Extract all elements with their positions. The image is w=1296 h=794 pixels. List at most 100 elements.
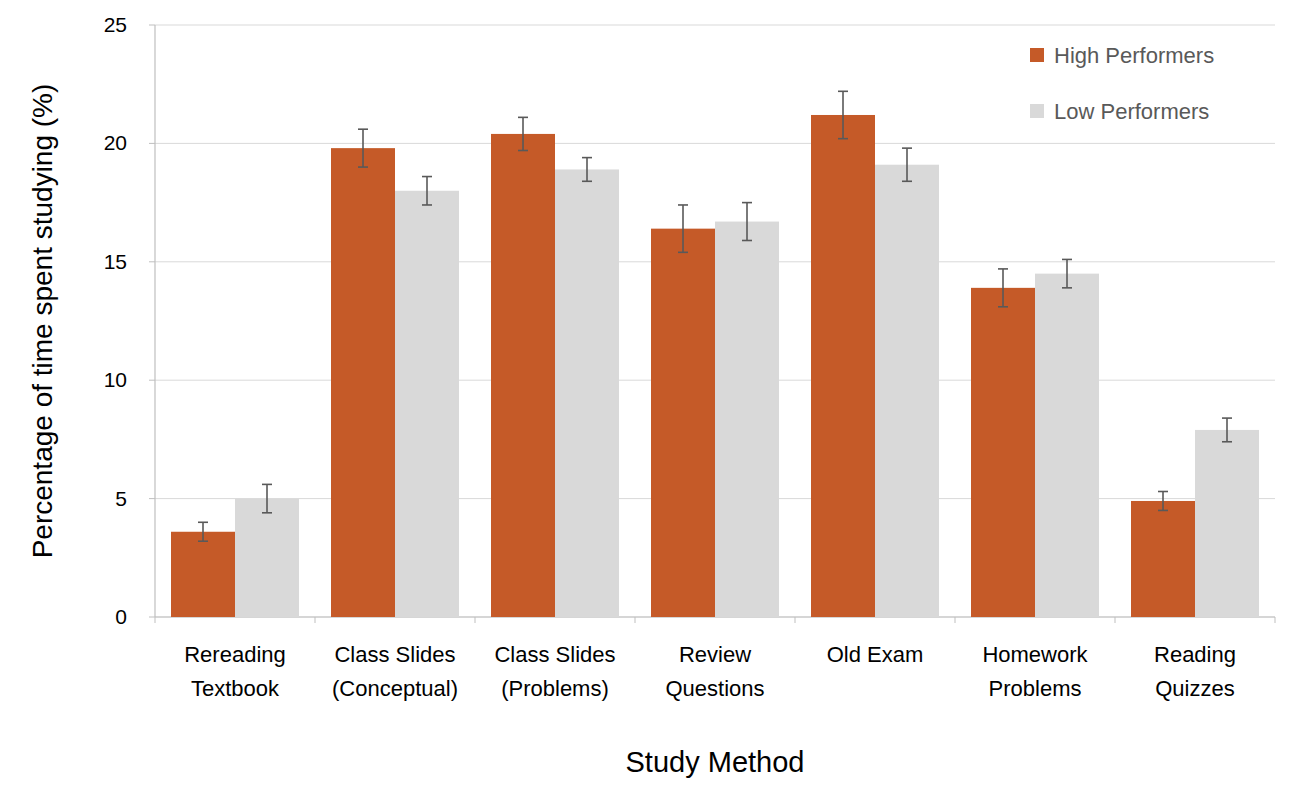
error-bar-cap bbox=[518, 150, 528, 152]
bar bbox=[1131, 501, 1195, 617]
error-bar-cap bbox=[838, 138, 848, 140]
x-tick-label-line: Homework bbox=[982, 642, 1088, 667]
y-tick-label: 25 bbox=[104, 13, 127, 36]
error-bar-cap bbox=[262, 484, 272, 486]
legend-label: High Performers bbox=[1054, 43, 1214, 68]
bar bbox=[555, 169, 619, 617]
legend-swatch bbox=[1030, 48, 1044, 62]
x-tick-label: Old Exam bbox=[827, 642, 924, 667]
error-bar bbox=[1062, 259, 1072, 287]
error-bar-stem bbox=[266, 484, 268, 512]
x-tick bbox=[1115, 617, 1116, 623]
x-axis-title: Study Method bbox=[626, 746, 805, 778]
error-bar-cap bbox=[518, 117, 528, 119]
error-bar-stem bbox=[586, 158, 588, 182]
error-bar bbox=[1158, 491, 1168, 510]
x-tick-label-line: Review bbox=[679, 642, 751, 667]
error-bar-stem bbox=[202, 522, 204, 541]
y-tick bbox=[149, 261, 155, 262]
error-bar-stem bbox=[1226, 418, 1228, 442]
y-tick-label: 10 bbox=[104, 368, 127, 391]
x-tick-label-line: Old Exam bbox=[827, 642, 924, 667]
x-tick bbox=[155, 617, 156, 623]
x-tick-label-line: Class Slides bbox=[494, 642, 615, 667]
y-tick-label: 20 bbox=[104, 131, 127, 154]
chart-svg: 0510152025RereadingTextbookClass Slides(… bbox=[0, 0, 1296, 794]
error-bar-cap bbox=[358, 166, 368, 168]
x-tick-label-line: Quizzes bbox=[1155, 676, 1234, 701]
x-tick-label-line: Problems bbox=[989, 676, 1082, 701]
error-bar-stem bbox=[746, 203, 748, 241]
x-tick-label-line: Questions bbox=[665, 676, 764, 701]
error-bar-cap bbox=[198, 540, 208, 542]
error-bar-cap bbox=[742, 202, 752, 204]
error-bar-cap bbox=[902, 180, 912, 182]
y-axis-line bbox=[154, 25, 155, 617]
y-axis-title: Percentage of time spent studying (%) bbox=[27, 84, 58, 559]
grid-line bbox=[155, 25, 1275, 26]
error-bar-stem bbox=[1162, 491, 1164, 510]
bar bbox=[491, 134, 555, 617]
error-bar-cap bbox=[742, 240, 752, 242]
chart-container: 0510152025RereadingTextbookClass Slides(… bbox=[0, 0, 1296, 794]
bar bbox=[331, 148, 395, 617]
bar bbox=[971, 288, 1035, 617]
error-bar bbox=[358, 129, 368, 167]
error-bar-cap bbox=[678, 252, 688, 254]
grid-line bbox=[155, 143, 1275, 144]
y-tick-label: 5 bbox=[115, 487, 127, 510]
x-tick-label-line: (Problems) bbox=[501, 676, 609, 701]
y-tick bbox=[149, 25, 155, 26]
x-tick-label: Homework Problems bbox=[982, 642, 1088, 701]
error-bar bbox=[1222, 418, 1232, 442]
y-tick-label: 0 bbox=[115, 605, 127, 628]
error-bar-cap bbox=[1062, 287, 1072, 289]
error-bar-stem bbox=[362, 129, 364, 167]
error-bar-stem bbox=[842, 91, 844, 138]
error-bar-cap bbox=[582, 157, 592, 159]
error-bar-cap bbox=[422, 204, 432, 206]
bar bbox=[171, 532, 235, 617]
error-bar-cap bbox=[1222, 417, 1232, 419]
error-bar bbox=[582, 158, 592, 182]
x-tick bbox=[475, 617, 476, 623]
error-bar-cap bbox=[582, 180, 592, 182]
error-bar-cap bbox=[358, 128, 368, 130]
error-bar bbox=[198, 522, 208, 541]
y-tick bbox=[149, 380, 155, 381]
x-tick-label: Class Slides(Conceptual) bbox=[332, 642, 458, 701]
bar bbox=[875, 165, 939, 617]
error-bar-cap bbox=[1062, 259, 1072, 261]
x-tick-label: Review Questions bbox=[665, 642, 764, 701]
x-tick-label-line: Class Slides bbox=[334, 642, 455, 667]
error-bar-cap bbox=[838, 91, 848, 93]
bar bbox=[235, 499, 299, 617]
bars bbox=[171, 91, 1259, 617]
x-tick-label: ReadingQuizzes bbox=[1154, 642, 1236, 701]
bar bbox=[811, 115, 875, 617]
bar bbox=[1035, 274, 1099, 617]
error-bar-cap bbox=[998, 268, 1008, 270]
error-bar-cap bbox=[1222, 441, 1232, 443]
error-bar-cap bbox=[998, 306, 1008, 308]
error-bar-cap bbox=[262, 512, 272, 514]
error-bar bbox=[518, 117, 528, 150]
error-bar-stem bbox=[1066, 259, 1068, 287]
legend-swatch bbox=[1030, 104, 1044, 118]
bar bbox=[651, 229, 715, 617]
x-tick-label: Class Slides (Problems) bbox=[494, 642, 615, 701]
error-bar bbox=[998, 269, 1008, 307]
error-bar bbox=[838, 91, 848, 138]
error-bar bbox=[678, 205, 688, 252]
error-bar-cap bbox=[422, 176, 432, 178]
x-tick-label-line: Rereading bbox=[184, 642, 286, 667]
x-tick-label: RereadingTextbook bbox=[184, 642, 286, 701]
error-bar-cap bbox=[678, 204, 688, 206]
error-bar-stem bbox=[1002, 269, 1004, 307]
error-bar-stem bbox=[426, 177, 428, 205]
bar bbox=[1195, 430, 1259, 617]
x-tick bbox=[315, 617, 316, 623]
error-bar bbox=[742, 203, 752, 241]
error-bar bbox=[902, 148, 912, 181]
error-bar-cap bbox=[198, 521, 208, 523]
